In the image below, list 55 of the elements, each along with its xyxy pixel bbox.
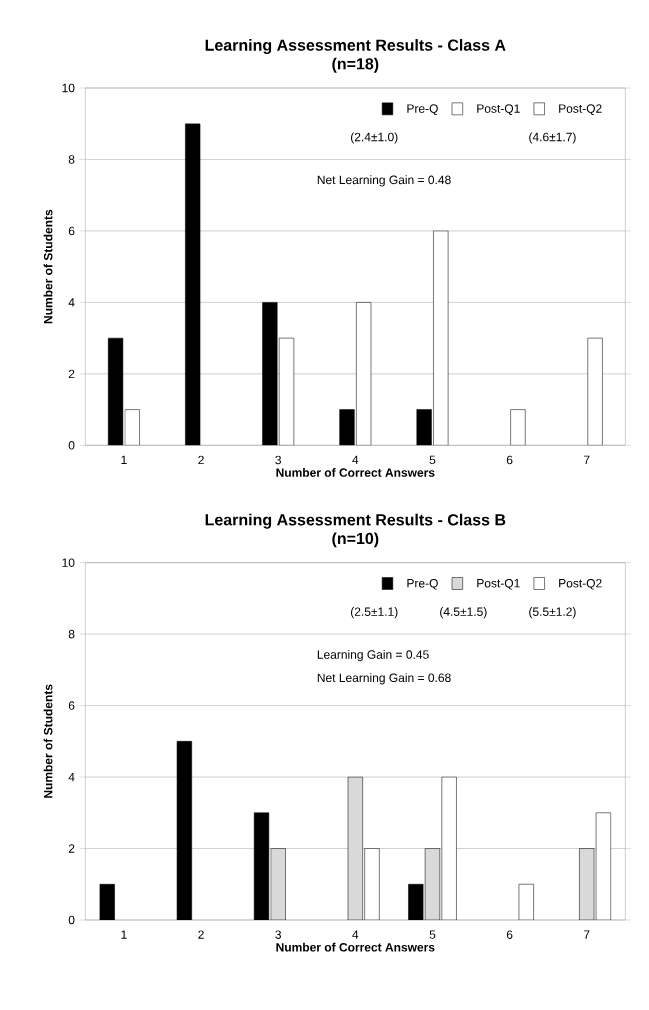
annotation: (4.5±1.5): [440, 607, 487, 619]
chart-subtitle: (n=10): [332, 532, 379, 548]
y-tick-label: 10: [62, 83, 75, 93]
annotation: Net Learning Gain = 0.48: [317, 175, 451, 187]
y-axis-title: Number of Students: [43, 684, 53, 798]
x-tick-label: 3: [275, 455, 281, 465]
y-tick-label: 4: [68, 772, 75, 782]
y-tick-label: 2: [68, 369, 75, 379]
x-tick-label: 7: [584, 455, 590, 464]
y-tick-label: 8: [68, 629, 75, 639]
chart-subtitle: (n=18): [332, 57, 379, 73]
legend-label: Post-Q2: [559, 104, 602, 115]
y-tick-label: 6: [68, 226, 75, 236]
x-tick-label: 2: [198, 930, 204, 939]
annotation: (2.4±1.0): [351, 132, 398, 144]
x-tick-label: 6: [506, 455, 513, 465]
annotation: (2.5±1.1): [351, 607, 398, 619]
legend-label: Pre-Q: [407, 578, 438, 590]
chart-title: Learning Assessment Results - Class B: [205, 513, 506, 529]
annotation: (5.5±1.2): [529, 607, 576, 619]
y-tick-label: 6: [68, 701, 75, 710]
y-tick-label: 8: [68, 155, 75, 164]
chart-title: Learning Assessment Results - Class A: [205, 39, 506, 55]
annotation: Learning Gain = 0.45: [317, 649, 429, 662]
x-tick-label: 5: [429, 930, 436, 939]
legend-label: Post-Q1: [477, 578, 520, 590]
x-tick-label: 7: [584, 930, 590, 939]
x-tick-label: 6: [506, 930, 513, 939]
annotation: (4.6±1.7): [529, 132, 576, 144]
x-tick-label: 1: [121, 930, 127, 939]
x-tick-label: 3: [275, 930, 281, 939]
bar: [587, 337, 603, 446]
bar: [518, 883, 534, 920]
legend-label: Post-Q2: [559, 578, 602, 590]
x-tick-label: 4: [352, 455, 359, 464]
bar: [99, 883, 115, 920]
bar: [364, 848, 380, 920]
x-tick-label: 5: [429, 455, 436, 465]
y-axis-title: Number of Students: [43, 209, 53, 324]
x-tick-label: 4: [352, 930, 359, 939]
legend-label: Pre-Q: [407, 104, 438, 115]
annotation: Net Learning Gain = 0.68: [317, 673, 451, 685]
x-axis-title: Number of Correct Answers: [276, 468, 435, 477]
y-tick-label: 2: [68, 844, 75, 853]
y-tick-label: 0: [68, 441, 75, 450]
legend-label: Post-Q1: [477, 104, 520, 115]
bar: [510, 409, 526, 446]
bar: [176, 741, 192, 920]
y-tick-label: 4: [68, 298, 75, 307]
y-tick-label: 0: [68, 915, 75, 925]
x-tick-label: 2: [198, 455, 204, 465]
x-axis-title: Number of Correct Answers: [276, 942, 435, 952]
x-tick-label: 1: [121, 455, 127, 464]
y-tick-label: 10: [62, 558, 75, 567]
bar: [185, 123, 201, 446]
